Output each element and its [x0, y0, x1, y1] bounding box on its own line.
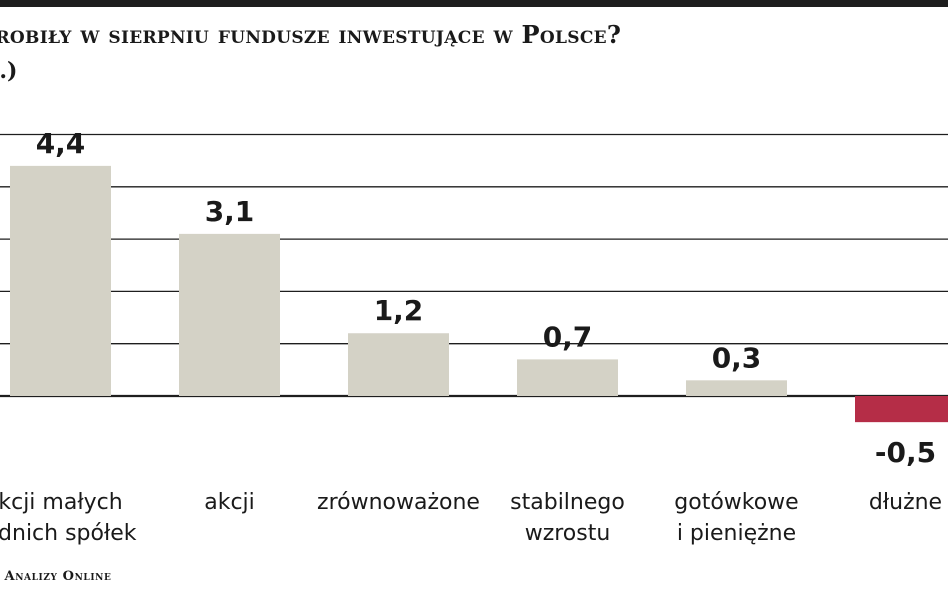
category-label: gotówkowe — [674, 490, 798, 515]
bar — [517, 359, 618, 396]
category-label: wzrostu — [525, 521, 611, 546]
grid-layer — [0, 133, 948, 398]
data-label: 3,1 — [205, 195, 255, 228]
top-rule — [0, 0, 948, 7]
bar-layer — [10, 165, 948, 423]
data-label: 1,2 — [374, 294, 424, 327]
data-label: 0,7 — [543, 320, 593, 353]
bar — [348, 333, 449, 396]
chart-title: arobiły w sierpniu fundusze inwestujące … — [0, 20, 622, 49]
bar — [855, 396, 948, 423]
category-label: zrównoważone — [317, 490, 480, 515]
data-label: -0,5 — [875, 436, 936, 469]
chart-subtitle: c.) — [0, 58, 18, 84]
bar — [686, 380, 787, 396]
source-note: : Analizy Online — [0, 569, 112, 584]
category-label: stabilnego — [510, 490, 625, 515]
data-label: 0,3 — [712, 341, 762, 374]
data-label: 4,4 — [36, 127, 86, 160]
category-label: kcji małych — [0, 490, 123, 515]
bar — [10, 165, 111, 396]
category-label: i pieniężne — [677, 521, 796, 546]
label-layer: 4,4 kcji małych ednich spółek 3,1 akcji 1,2 zr… — [0, 127, 942, 546]
category-label: ednich spółek — [0, 521, 137, 546]
bar — [179, 233, 280, 396]
category-label: dłużne — [869, 490, 942, 515]
category-label: akcji — [204, 490, 255, 515]
